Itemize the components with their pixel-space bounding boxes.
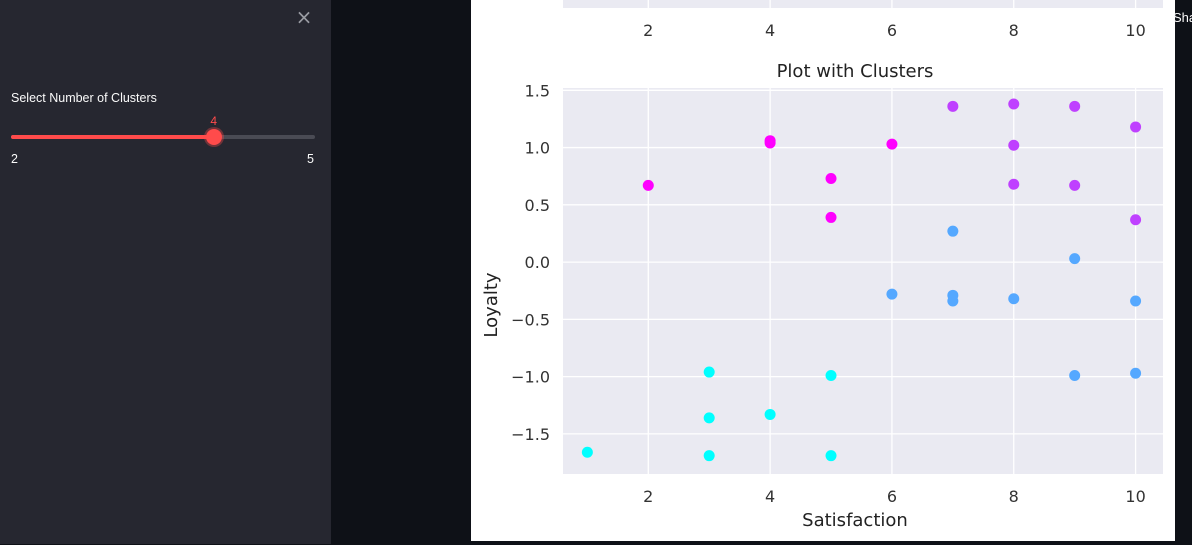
scatter-point — [703, 412, 715, 424]
scatter-point — [1069, 369, 1081, 381]
scatter-point — [642, 179, 654, 191]
slider-max-label: 5 — [307, 152, 314, 166]
y-tick-label: −1.5 — [511, 425, 550, 444]
top-chart-fragment: 2 4 6 8 10 — [563, 0, 1163, 40]
scatter-point — [1130, 214, 1142, 226]
slider-current-value: 4 — [210, 114, 217, 128]
top-x-tick-label: 2 — [643, 21, 653, 40]
scatter-point — [764, 408, 776, 420]
x-axis-label: Satisfaction — [802, 510, 908, 531]
x-tick-label: 4 — [765, 487, 775, 506]
clipped-edge-text: Sha — [1173, 10, 1192, 25]
scatter-point — [1069, 253, 1081, 265]
plot-svg: 2 4 6 8 10 2 4 6 8 10 1.5 1.0 0.5 0.0 −0.5 −1.0 −1.5 Pl… — [481, 0, 1163, 531]
y-tick-label: 0.0 — [525, 253, 550, 272]
tick-labels: 2 4 6 8 10 1.5 1.0 0.5 0.0 −0.5 −1.0 −1.5 — [511, 81, 1146, 506]
sidebar: × Select Number of Clusters 4 2 5 — [0, 0, 331, 544]
scatter-point — [1008, 178, 1020, 190]
grid-lines — [563, 88, 1163, 474]
slider-thumb[interactable] — [205, 129, 222, 145]
plot-area: 2 4 6 8 10 2 4 6 8 10 1.5 1.0 0.5 0.0 −0.5 −1.0 −1.5 Pl… — [471, 0, 1175, 541]
scatter-point — [947, 225, 959, 237]
y-tick-label: −0.5 — [511, 310, 550, 329]
y-tick-label: 1.0 — [525, 139, 550, 158]
scatter-point — [581, 446, 593, 458]
scatter-point — [947, 100, 959, 112]
scatter-point — [1130, 367, 1142, 379]
slider-min-label: 2 — [11, 152, 18, 166]
scatter-point — [1069, 100, 1081, 112]
slider-label: Select Number of Clusters — [11, 91, 157, 105]
scatter-point — [886, 288, 898, 300]
scatter-point — [703, 366, 715, 378]
close-icon[interactable]: × — [295, 5, 313, 29]
cluster-slider[interactable]: 4 — [11, 114, 315, 145]
scatter-point — [947, 295, 959, 307]
top-x-tick-label: 10 — [1125, 21, 1145, 40]
x-tick-label: 6 — [887, 487, 897, 506]
scatter-point — [1130, 121, 1142, 133]
chart-title: Plot with Clusters — [777, 61, 934, 82]
data-points — [581, 98, 1142, 462]
scatter-point — [825, 450, 837, 462]
x-tick-label: 2 — [643, 487, 653, 506]
y-axis-label: Loyalty — [481, 272, 502, 337]
scatter-point — [886, 138, 898, 150]
x-tick-label: 10 — [1125, 487, 1145, 506]
top-x-tick-label: 8 — [1009, 21, 1019, 40]
top-chart-background — [563, 0, 1163, 8]
scatter-point — [1069, 179, 1081, 191]
scatter-point — [1008, 139, 1020, 151]
y-tick-label: 0.5 — [525, 196, 550, 215]
scatter-point — [1008, 293, 1020, 305]
top-x-tick-label: 6 — [887, 21, 897, 40]
scatter-point — [1008, 98, 1020, 110]
scatter-point — [1130, 295, 1142, 307]
scatter-point — [825, 172, 837, 184]
y-tick-label: −1.0 — [511, 368, 550, 387]
chart-background — [563, 88, 1163, 474]
scatter-point — [825, 211, 837, 223]
top-x-tick-label: 4 — [765, 21, 775, 40]
x-tick-label: 8 — [1009, 487, 1019, 506]
slider-fill — [11, 135, 214, 139]
scatter-point — [764, 137, 776, 149]
scatter-point — [703, 450, 715, 462]
scatter-chart: 2 4 6 8 10 1.5 1.0 0.5 0.0 −0.5 −1.0 −1.5 Plot with… — [481, 61, 1163, 531]
y-tick-label: 1.5 — [525, 81, 550, 100]
scatter-point — [825, 369, 837, 381]
